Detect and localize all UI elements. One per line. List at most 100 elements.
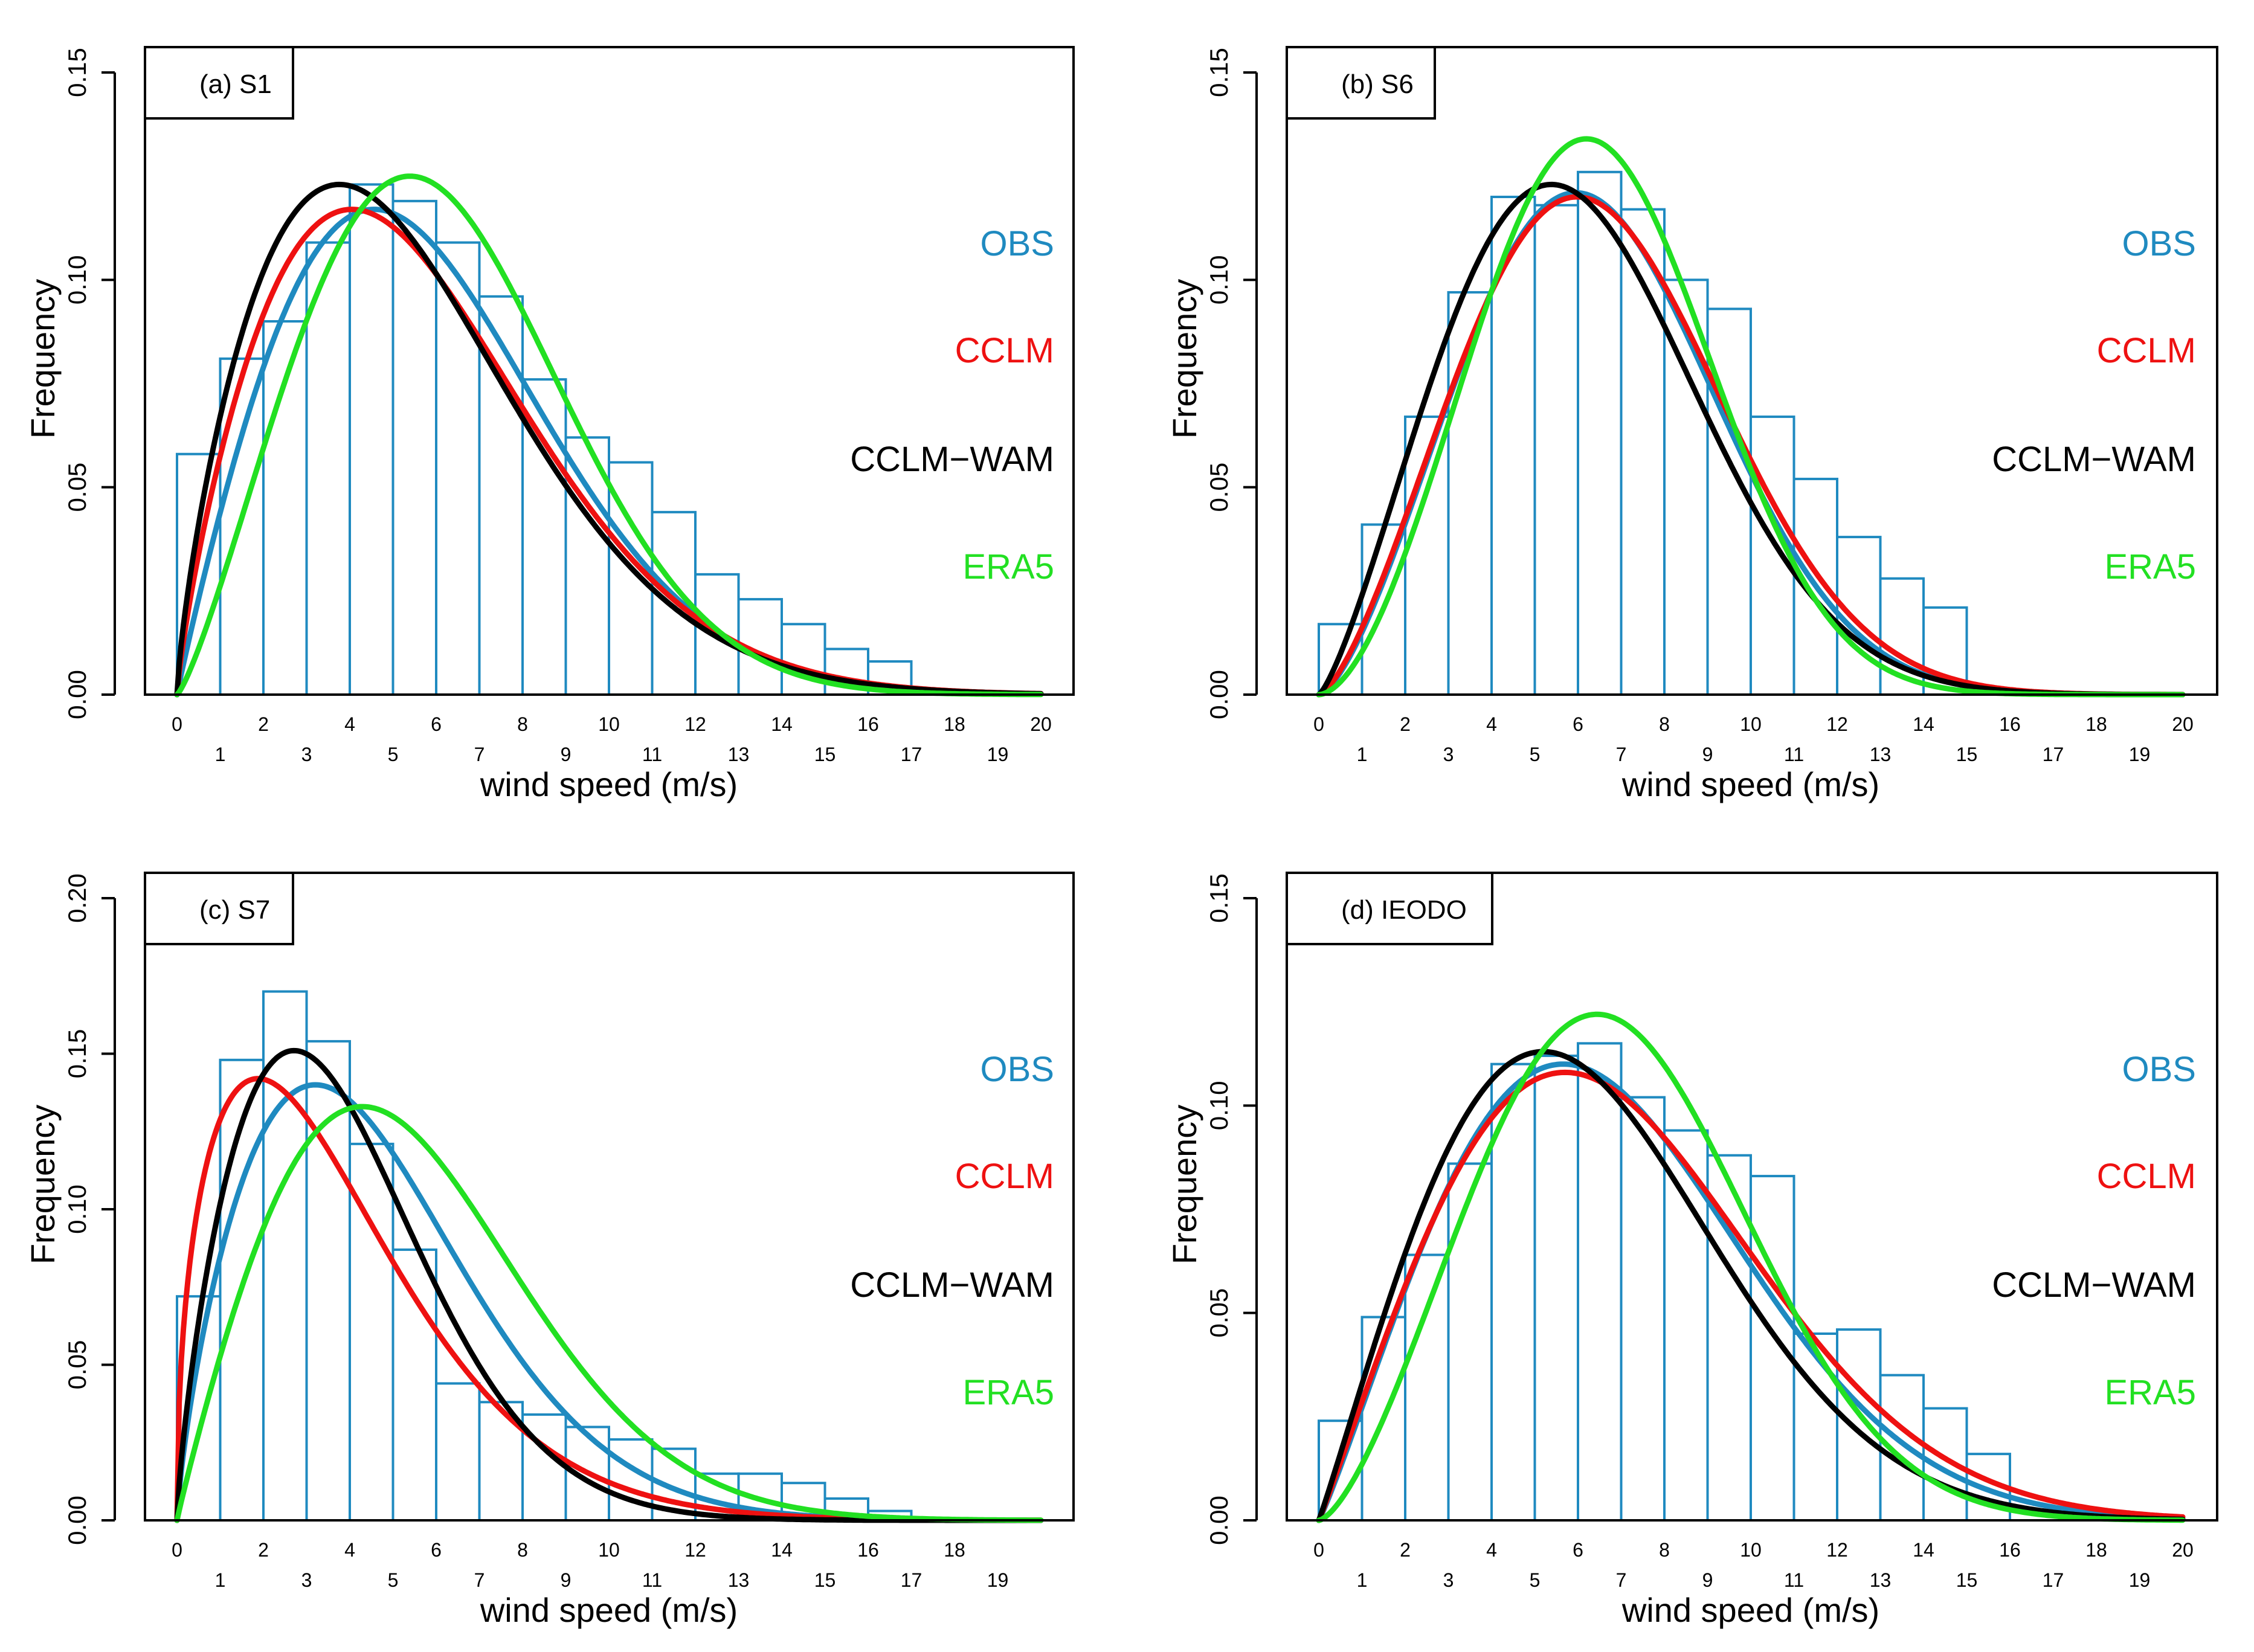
curve-era5: [1316, 1011, 2186, 1523]
histogram-bar: [1620, 1096, 1666, 1522]
x-tick-label: 17: [901, 744, 923, 765]
y-tick-label: 0.20: [63, 873, 91, 923]
x-tick-label: 18: [2085, 1539, 2107, 1561]
y-axis-label: Frequency: [1165, 1105, 1203, 1265]
x-tick-label: 1: [1357, 744, 1368, 765]
x-tick-label: 8: [517, 1539, 528, 1561]
histogram-bar: [391, 1248, 437, 1522]
x-tick-label: 19: [2129, 744, 2151, 765]
panel-label-box: [1286, 46, 1436, 120]
legend-cclm: CCLM: [955, 331, 1054, 370]
y-tick-label: 0.00: [1205, 1496, 1233, 1545]
y-tick-label: 0.05: [1205, 463, 1233, 512]
x-tick-label: 0: [172, 713, 182, 735]
histogram-bar: [391, 199, 437, 696]
panel-label: (d) IEODO: [1341, 895, 1467, 925]
x-tick-label: 19: [987, 744, 1009, 765]
curve-cclm-wam: [1316, 1049, 2186, 1523]
histogram-bar: [1836, 1328, 1882, 1522]
x-tick-label: 3: [301, 744, 312, 765]
legend-era5: ERA5: [2104, 1373, 2196, 1412]
y-tick-label: 0.10: [1205, 255, 1233, 304]
x-tick-label: 14: [1913, 1539, 1934, 1561]
x-tick-label: 16: [1999, 1539, 2021, 1561]
x-tick-label: 14: [771, 1539, 793, 1561]
x-tick-label: 4: [1486, 1539, 1497, 1561]
x-tick-label: 0: [1313, 1539, 1324, 1561]
legend-cclm-wam: CCLM−WAM: [850, 440, 1054, 479]
y-tick-label: 0.00: [63, 1496, 91, 1545]
x-tick-label: 11: [1784, 744, 1804, 765]
panel-label: (a) S1: [199, 69, 272, 99]
x-tick-label: 15: [1956, 1569, 1978, 1591]
y-axis-label: Frequency: [24, 279, 62, 439]
x-tick-label: 11: [642, 744, 662, 765]
legend-era5: ERA5: [962, 1373, 1054, 1412]
x-tick-label: 13: [1870, 1569, 1892, 1591]
chart-panel-4: (d) IEODO0.000.050.100.15Frequency012345…: [1165, 872, 2218, 1629]
curve-era5: [174, 173, 1044, 698]
legend-cclm: CCLM: [2097, 1157, 2196, 1196]
x-tick-label: 9: [561, 1569, 572, 1591]
x-tick-label: 20: [2172, 713, 2194, 735]
y-tick-label: 0.10: [63, 1184, 91, 1234]
x-tick-label: 9: [561, 744, 572, 765]
chart-panel-2: (b) S60.000.050.100.15Frequency012345678…: [1165, 46, 2218, 803]
chart-panel-1: (a) S10.000.050.100.15Frequency012345678…: [24, 46, 1075, 803]
legend-cclm: CCLM: [955, 1157, 1054, 1196]
histogram-bar: [781, 623, 826, 696]
y-tick-label: 0.05: [63, 1340, 91, 1390]
y-axis-label: Frequency: [24, 1105, 62, 1265]
x-tick-label: 5: [1530, 744, 1541, 765]
histogram-bar: [349, 183, 394, 696]
x-tick-label: 15: [814, 1569, 836, 1591]
x-tick-label: 16: [857, 713, 879, 735]
x-tick-label: 8: [517, 713, 528, 735]
legend-obs: OBS: [2122, 224, 2197, 263]
x-tick-label: 13: [1870, 744, 1892, 765]
histogram-bar: [1750, 1175, 1795, 1522]
x-tick-label: 0: [172, 1539, 182, 1561]
x-tick-label: 1: [1357, 1569, 1368, 1591]
x-tick-label: 9: [1702, 1569, 1713, 1591]
x-tick-label: 17: [901, 1569, 923, 1591]
histogram-bar: [1577, 170, 1623, 696]
x-tick-label: 20: [1030, 713, 1052, 735]
histogram-bar: [1447, 1162, 1493, 1522]
curve-era5: [174, 1104, 1044, 1523]
x-tick-label: 5: [388, 744, 399, 765]
histogram-bar: [608, 1438, 654, 1522]
x-tick-label: 15: [814, 744, 836, 765]
x-tick-label: 7: [474, 744, 485, 765]
x-tick-label: 18: [944, 1539, 965, 1561]
x-tick-label: 12: [1826, 713, 1848, 735]
x-tick-label: 17: [2043, 1569, 2064, 1591]
y-tick-label: 0.15: [1205, 48, 1233, 97]
plot-frame: [144, 46, 1075, 696]
x-tick-label: 8: [1659, 1539, 1670, 1561]
x-tick-label: 14: [1913, 713, 1934, 735]
x-axis-label: wind speed (m/s): [1621, 765, 1879, 803]
x-axis-label: wind speed (m/s): [480, 765, 738, 803]
y-axis-label: Frequency: [1165, 279, 1203, 439]
histogram-bar: [435, 1382, 481, 1522]
x-tick-label: 7: [474, 1569, 485, 1591]
x-tick-label: 1: [215, 1569, 226, 1591]
plot-frame: [1286, 46, 2218, 696]
x-tick-label: 10: [598, 1539, 620, 1561]
x-axis-label: wind speed (m/s): [480, 1591, 738, 1629]
x-tick-label: 1: [215, 744, 226, 765]
legend-era5: ERA5: [962, 547, 1054, 587]
x-tick-label: 11: [1784, 1569, 1804, 1591]
legend-obs: OBS: [980, 224, 1055, 263]
x-tick-label: 7: [1616, 744, 1627, 765]
panel-label: (b) S6: [1341, 69, 1414, 99]
x-tick-label: 8: [1659, 713, 1670, 735]
legend-obs: OBS: [2122, 1050, 2197, 1089]
histogram-bar: [1533, 204, 1579, 696]
x-tick-label: 16: [1999, 713, 2021, 735]
chart-panel-3: (c) S70.000.050.100.150.20Frequency01234…: [24, 872, 1075, 1629]
y-tick-label: 0.10: [1205, 1081, 1233, 1130]
histogram-bar: [1533, 1054, 1579, 1522]
panel-label-box: [1286, 872, 1493, 945]
